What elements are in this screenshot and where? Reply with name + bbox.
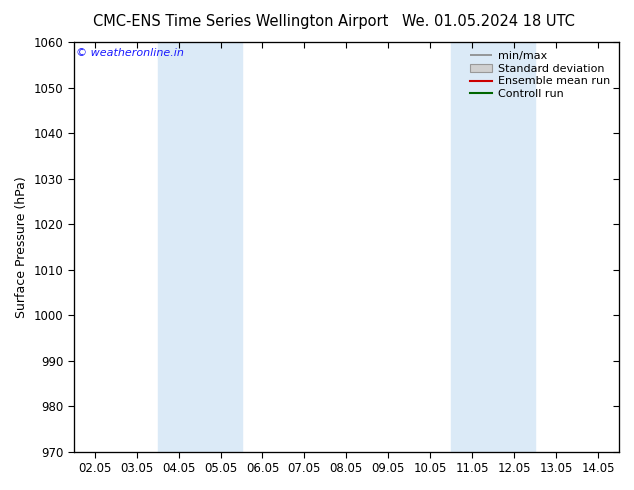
Bar — [451, 42, 535, 452]
Text: We. 01.05.2024 18 UTC: We. 01.05.2024 18 UTC — [402, 14, 574, 29]
Text: © weatheronline.in: © weatheronline.in — [77, 48, 184, 58]
Bar — [158, 42, 242, 452]
Legend: min/max, Standard deviation, Ensemble mean run, Controll run: min/max, Standard deviation, Ensemble me… — [467, 48, 614, 102]
Y-axis label: Surface Pressure (hPa): Surface Pressure (hPa) — [15, 176, 28, 318]
Text: CMC-ENS Time Series Wellington Airport: CMC-ENS Time Series Wellington Airport — [93, 14, 389, 29]
